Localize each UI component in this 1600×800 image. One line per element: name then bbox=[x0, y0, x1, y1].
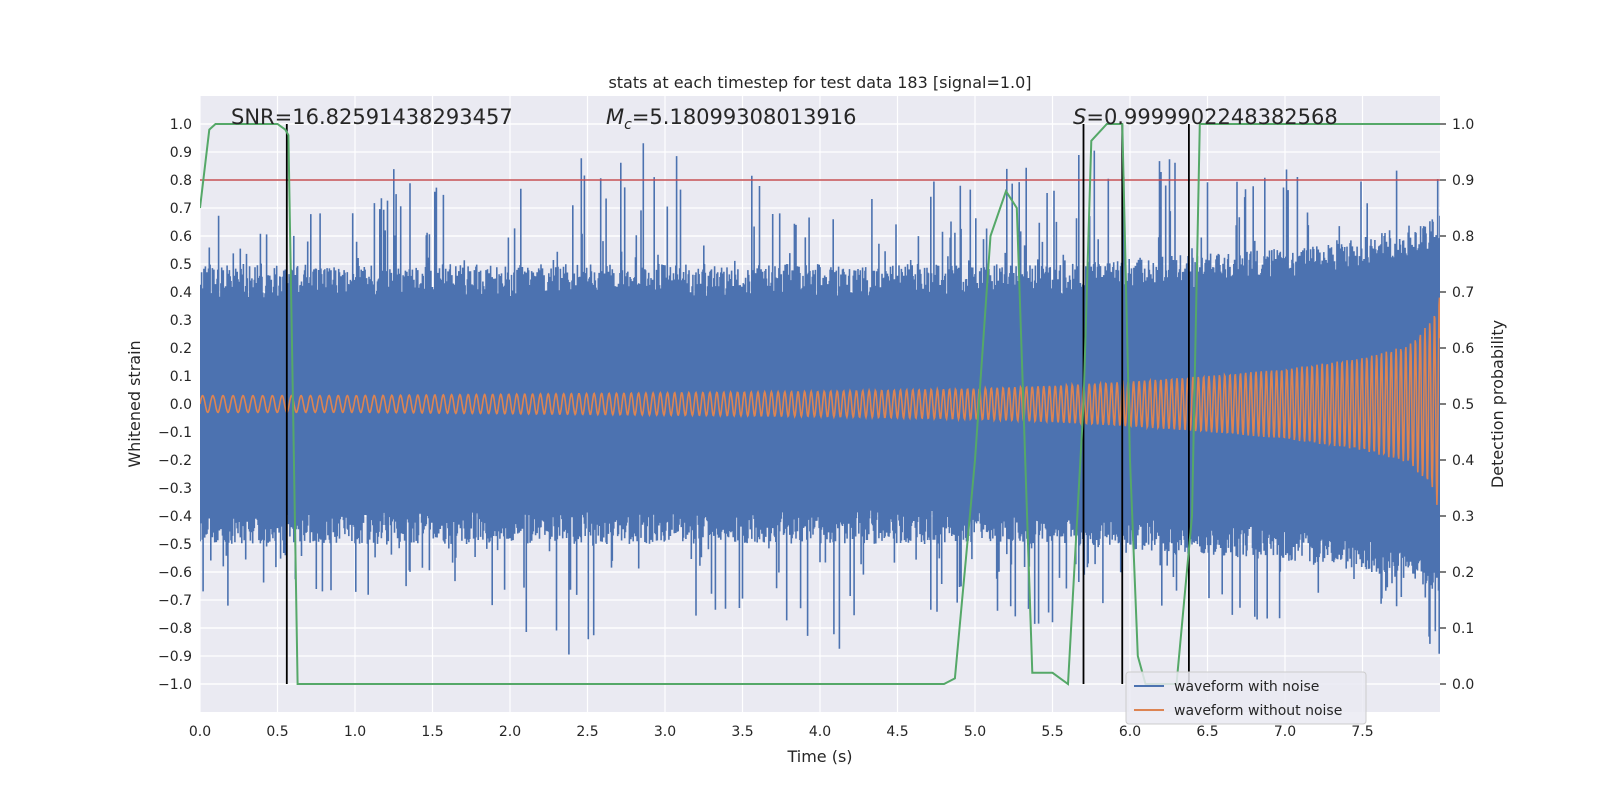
left-y-axis-label: Whitened strain bbox=[125, 340, 144, 467]
chart-title: stats at each timestep for test data 183… bbox=[608, 73, 1031, 92]
left-y-tick-label: −0.9 bbox=[158, 649, 192, 665]
x-tick-label: 2.5 bbox=[576, 724, 598, 740]
mc-subscript: c bbox=[624, 117, 632, 133]
legend-box bbox=[1125, 671, 1367, 725]
left-y-axis-ticks: 1.0 0.9 0.8 0.7 0.6 0.5 0.4 0.3 0.2 0.1 0.0 −0.1 −0.… bbox=[158, 117, 192, 693]
series-waveform-without-noise bbox=[200, 297, 1440, 505]
right-y-tick-label: 0.6 bbox=[1452, 341, 1474, 357]
right-y-tick-label: 0.8 bbox=[1452, 229, 1474, 245]
left-y-tick-label: 0.8 bbox=[170, 173, 192, 189]
mc-symbol: M bbox=[606, 105, 624, 129]
left-y-tick-label: 0.5 bbox=[170, 257, 192, 273]
x-tick-label: 5.0 bbox=[964, 724, 986, 740]
left-y-tick-label: −0.3 bbox=[158, 481, 192, 497]
left-y-tick-label: 0.9 bbox=[170, 145, 192, 161]
legend-label-noise: waveform with noise bbox=[1174, 679, 1319, 695]
x-tick-label: 4.0 bbox=[809, 724, 831, 740]
x-tick-label: 1.0 bbox=[344, 724, 366, 740]
x-tick-label: 3.0 bbox=[654, 724, 676, 740]
right-y-tick-label: 0.3 bbox=[1452, 509, 1474, 525]
legend-label-clean: waveform without noise bbox=[1174, 703, 1342, 719]
left-y-tick-label: 0.7 bbox=[170, 201, 192, 217]
left-y-tick-label: −0.6 bbox=[158, 565, 192, 581]
left-y-tick-label: 0.3 bbox=[170, 313, 192, 329]
left-y-tick-label: 0.1 bbox=[170, 369, 192, 385]
left-y-tick-label: 0.4 bbox=[170, 285, 192, 301]
left-y-tick-label: −0.8 bbox=[158, 621, 192, 637]
mc-annotation: Mc=5.18099308013916 bbox=[606, 105, 857, 133]
right-y-tick-label: 0.5 bbox=[1452, 397, 1474, 413]
left-y-tick-label: 0.0 bbox=[170, 397, 192, 413]
s-value: =0.9999902248382568 bbox=[1086, 105, 1337, 129]
right-y-tick-label: 0.4 bbox=[1452, 453, 1474, 469]
s-symbol: S bbox=[1073, 105, 1086, 129]
right-y-tick-label: 0.1 bbox=[1452, 621, 1474, 637]
right-y-axis-ticks: 1.0 0.9 0.8 0.7 0.6 0.5 0.4 0.3 0.2 0.1 0.0 bbox=[1440, 117, 1474, 693]
series-detection-probability bbox=[200, 123, 1440, 686]
left-y-tick-label: −1.0 bbox=[158, 677, 192, 693]
x-tick-label: 6.0 bbox=[1119, 724, 1141, 740]
left-y-tick-label: 0.6 bbox=[170, 229, 192, 245]
left-y-tick-label: −0.7 bbox=[158, 593, 192, 609]
mc-value: =5.18099308013916 bbox=[632, 105, 857, 129]
x-tick-label: 6.5 bbox=[1196, 724, 1218, 740]
x-tick-label: 4.5 bbox=[886, 724, 908, 740]
left-y-tick-label: −0.2 bbox=[158, 453, 192, 469]
x-tick-label: 5.5 bbox=[1041, 724, 1063, 740]
left-y-tick-label: −0.1 bbox=[158, 425, 192, 441]
x-tick-label: 3.5 bbox=[731, 724, 753, 740]
x-tick-label: 7.5 bbox=[1351, 724, 1373, 740]
right-y-tick-label: 0.7 bbox=[1452, 285, 1474, 301]
left-y-tick-label: −0.5 bbox=[158, 537, 192, 553]
clean-waveform-trace bbox=[200, 297, 1440, 505]
x-tick-label: 2.0 bbox=[499, 724, 521, 740]
right-y-tick-label: 0.9 bbox=[1452, 173, 1474, 189]
s-annotation: S=0.9999902248382568 bbox=[1073, 105, 1338, 129]
x-axis-ticks: 0.0 0.5 1.0 1.5 2.0 2.5 3.0 3.5 4.0 4.5 5.0 5.5 6.0 6… bbox=[189, 724, 1374, 740]
left-y-tick-label: 1.0 bbox=[170, 117, 192, 133]
x-tick-label: 0.0 bbox=[189, 724, 211, 740]
x-tick-label: 7.0 bbox=[1274, 724, 1296, 740]
right-y-tick-label: 1.0 bbox=[1452, 117, 1474, 133]
left-y-tick-label: 0.2 bbox=[170, 341, 192, 357]
snr-annotation: SNR=16.82591438293457 bbox=[231, 105, 513, 129]
right-y-axis-label: Detection probability bbox=[1488, 320, 1507, 488]
legend: waveform with noise waveform without noi… bbox=[1125, 671, 1367, 725]
right-y-tick-label: 0.2 bbox=[1452, 565, 1474, 581]
x-tick-label: 0.5 bbox=[266, 724, 288, 740]
right-y-tick-label: 0.0 bbox=[1452, 677, 1474, 693]
x-axis-label: Time (s) bbox=[786, 747, 852, 766]
left-y-tick-label: −0.4 bbox=[158, 509, 192, 525]
x-tick-label: 1.5 bbox=[421, 724, 443, 740]
